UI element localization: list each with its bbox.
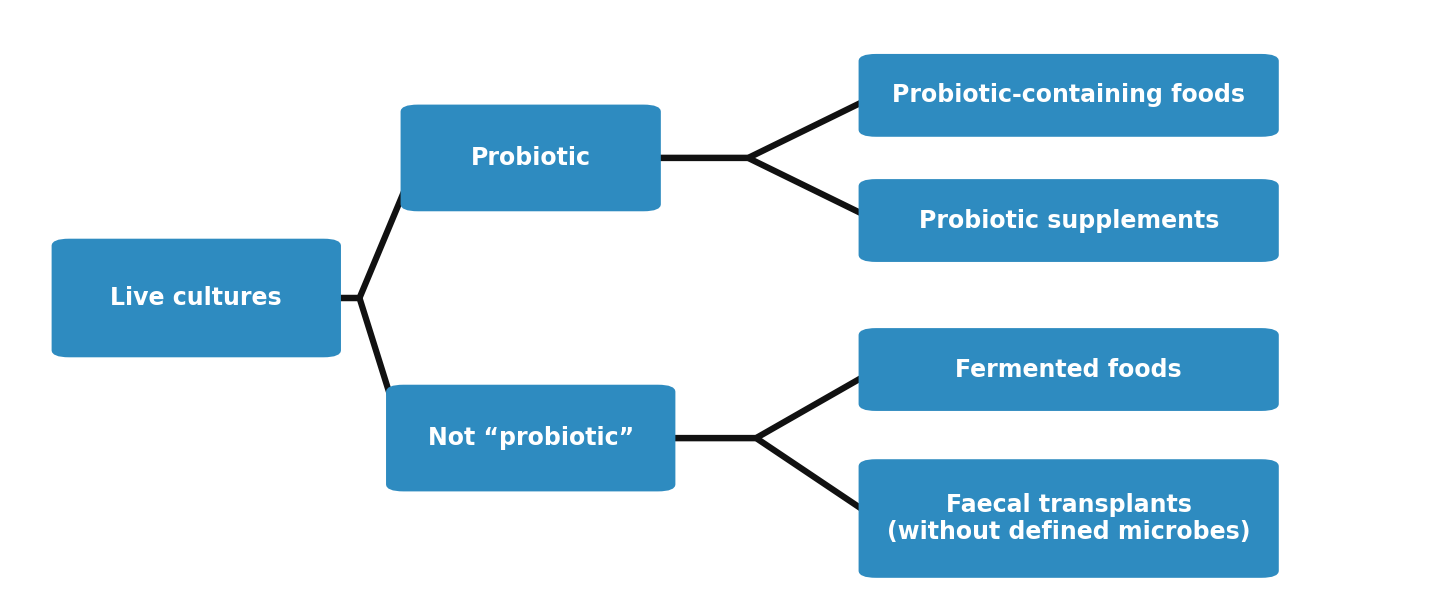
Text: Faecal transplants
(without defined microbes): Faecal transplants (without defined micr… [887,493,1250,544]
FancyBboxPatch shape [400,105,660,212]
FancyBboxPatch shape [858,460,1280,578]
Text: Not “probiotic”: Not “probiotic” [427,426,634,450]
Text: Fermented foods: Fermented foods [955,358,1182,381]
FancyBboxPatch shape [385,385,675,491]
FancyBboxPatch shape [858,54,1280,137]
FancyBboxPatch shape [858,328,1280,411]
FancyBboxPatch shape [52,239,340,358]
Text: Probiotic supplements: Probiotic supplements [919,209,1218,232]
FancyBboxPatch shape [858,179,1280,262]
Text: Live cultures: Live cultures [111,286,282,310]
Text: Probiotic-containing foods: Probiotic-containing foods [893,83,1245,107]
Text: Probiotic: Probiotic [471,146,590,170]
